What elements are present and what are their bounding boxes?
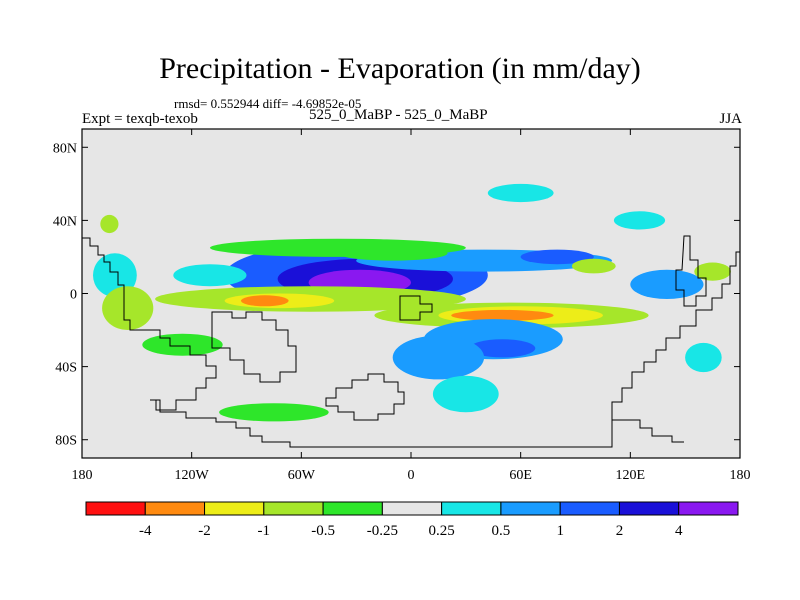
anomaly-region-8 (451, 309, 554, 321)
coastline-southern (150, 399, 684, 448)
x-tick-label: 180 (72, 468, 93, 483)
colorbar-label: 2 (616, 523, 624, 539)
colorbar-swatch (204, 501, 265, 516)
anomaly-region-20 (487, 183, 554, 203)
anomaly-region-10 (469, 339, 536, 358)
colorbar-swatch (381, 501, 443, 516)
y-tick-label: 40N (53, 214, 77, 229)
anomaly-region-25 (142, 333, 223, 356)
x-tick-label: 60W (288, 468, 316, 483)
colorbar-label: 0.25 (428, 523, 454, 539)
colorbar-label: 1 (556, 523, 564, 539)
anomaly-region-12 (432, 375, 499, 413)
colorbar: -4 -2 -1 -0.5 -0.25 0.25 0.5 1 2 4 (85, 501, 739, 539)
anomaly-region-21 (613, 211, 666, 230)
colorbar-swatch (618, 501, 680, 516)
coastline-landmass-c (399, 295, 433, 321)
x-tick-label: 60E (509, 468, 532, 483)
anomaly-region-15 (571, 258, 616, 274)
colorbar-swatch (263, 501, 324, 516)
colorbar-swatch (144, 501, 206, 516)
coastline-landmass-b (325, 373, 405, 421)
colorbar-swatch (559, 501, 620, 516)
season-label: JJA (719, 111, 742, 127)
anomaly-region-11 (392, 335, 485, 380)
anomaly-region-22 (100, 214, 119, 234)
coastline-landmass-a (211, 311, 297, 383)
chart-title: Precipitation - Evaporation (in mm/day) (159, 52, 641, 85)
x-tick-label: 0 (408, 468, 415, 483)
y-tick-label: 0 (70, 288, 77, 303)
x-axis: 180 120W 60W 0 60E 120E 180 (72, 129, 751, 483)
x-tick-label: 120W (175, 468, 210, 483)
colorbar-label: -0.5 (311, 523, 335, 539)
colorbar-swatch (85, 501, 146, 516)
colorbar-label: -4 (139, 523, 152, 539)
anomaly-region-27 (173, 264, 247, 287)
coastline-east (611, 251, 740, 420)
colorbar-label: 4 (675, 523, 683, 539)
continent-outlines (82, 235, 740, 448)
anomaly-region-5 (240, 295, 289, 307)
colorbar-swatch (441, 501, 502, 516)
y-tick-label: 40S (55, 361, 77, 376)
stats-label: rmsd= 0.552944 diff= -4.69852e-05 (174, 96, 362, 111)
coastline-west (82, 237, 217, 411)
colorbar-swatch (678, 501, 739, 516)
anomaly-region-14 (520, 249, 594, 265)
colorbar-label: -1 (258, 523, 271, 539)
x-tick-label: 120E (616, 468, 646, 483)
y-tick-label: 80S (55, 434, 77, 449)
experiment-label: Expt = texqb-texob (82, 111, 198, 127)
colorbar-swatch (500, 501, 561, 516)
coastline-northeast (675, 235, 707, 307)
x-tick-label: 180 (730, 468, 751, 483)
anomaly-region-26 (219, 403, 329, 422)
anomaly-region-19 (337, 246, 448, 261)
anomaly-region-17 (694, 262, 731, 281)
colorbar-label: -2 (198, 523, 211, 539)
anomaly-region-28 (685, 342, 722, 373)
y-axis: 80N 40N 0 40S 80S (53, 141, 740, 449)
period-label: 525_0_MaBP - 525_0_MaBP (309, 107, 488, 123)
y-tick-label: 80N (53, 141, 77, 156)
anomaly-region-16 (630, 269, 704, 299)
anomaly-region-24 (102, 286, 154, 330)
anomaly-field (93, 183, 731, 422)
colorbar-swatch (322, 501, 383, 516)
colorbar-label: 0.5 (492, 523, 511, 539)
anomaly-region-23 (93, 253, 137, 298)
colorbar-label: -0.25 (367, 523, 398, 539)
